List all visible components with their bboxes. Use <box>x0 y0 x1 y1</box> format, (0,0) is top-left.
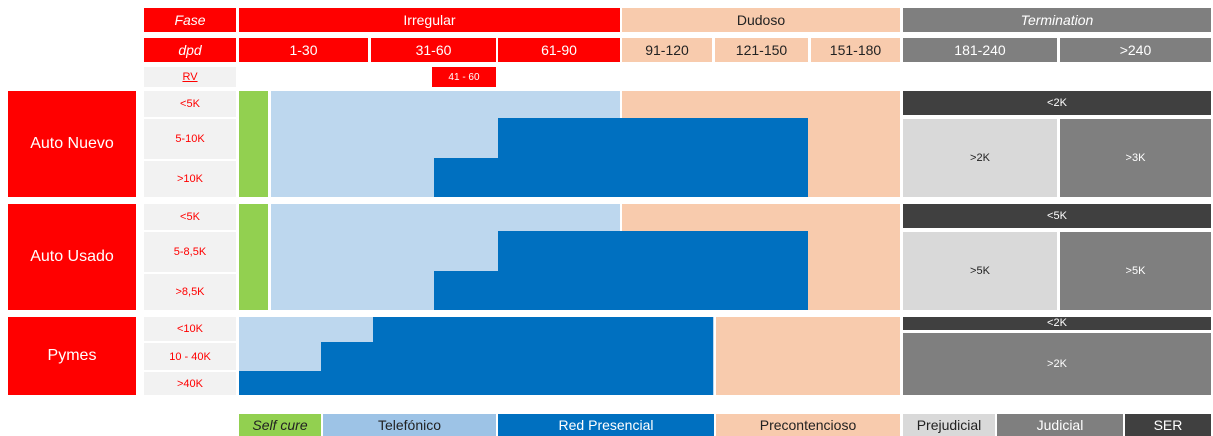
red-presencial-block <box>239 371 323 395</box>
rv-label: RV <box>144 67 236 87</box>
legend-judicial: Judicial <box>997 414 1123 436</box>
band-label: <5K <box>144 91 236 117</box>
red-presencial-block <box>321 342 375 395</box>
group-pymes: Pymes <box>8 317 136 395</box>
dpd-over-240: >240 <box>1060 38 1211 62</box>
band-label: <5K <box>144 204 236 230</box>
band-label: 5-10K <box>144 119 236 159</box>
band-label: <10K <box>144 317 236 341</box>
dpd-121-150: 121-150 <box>715 38 808 62</box>
dpd-31-60: 31-60 <box>371 38 496 62</box>
prejudicial-block: >2K <box>903 119 1057 197</box>
red-presencial-block <box>498 118 808 197</box>
legend-red-presencial: Red Presencial <box>498 414 714 436</box>
band-label: >8,5K <box>144 274 236 310</box>
red-presencial-block <box>434 271 500 310</box>
ser-block: <5K <box>903 204 1211 228</box>
dpd-151-180: 151-180 <box>811 38 900 62</box>
group-auto-nuevo: Auto Nuevo <box>8 91 136 197</box>
band-label: >40K <box>144 372 236 395</box>
legend-telefonico: Telefónico <box>323 414 496 436</box>
band-label: 10 - 40K <box>144 343 236 370</box>
band-label: >10K <box>144 161 236 197</box>
red-presencial-block <box>373 317 713 395</box>
red-presencial-block <box>498 231 808 310</box>
band-label: 5-8,5K <box>144 232 236 272</box>
dpd-label: dpd <box>144 38 236 62</box>
judicial-block: >5K <box>1060 232 1211 310</box>
red-presencial-block <box>434 158 500 197</box>
phase-dudoso: Dudoso <box>622 8 900 32</box>
dpd-61-90: 61-90 <box>498 38 620 62</box>
phase-irregular: Irregular <box>239 8 620 32</box>
prejudicial-block: >5K <box>903 232 1057 310</box>
judicial-block: >2K <box>903 333 1211 395</box>
legend-self-cure: Self cure <box>239 414 321 436</box>
legend-precontencioso: Precontencioso <box>716 414 900 436</box>
dpd-1-30: 1-30 <box>239 38 368 62</box>
self-cure-block <box>239 91 268 197</box>
precontencioso-block <box>716 317 900 395</box>
rv-range-tag: 41 - 60 <box>432 67 496 87</box>
dpd-91-120: 91-120 <box>622 38 712 62</box>
group-auto-usado: Auto Usado <box>8 204 136 310</box>
ser-block: <2K <box>903 91 1211 115</box>
legend-ser: SER <box>1125 414 1211 436</box>
legend-prejudicial: Prejudicial <box>903 414 995 436</box>
judicial-block: >3K <box>1060 119 1211 197</box>
self-cure-block <box>239 204 268 310</box>
ser-block: <2K <box>903 317 1211 330</box>
phase-label: Fase <box>144 8 236 32</box>
dpd-181-240: 181-240 <box>903 38 1057 62</box>
phase-termination: Termination <box>903 8 1211 32</box>
